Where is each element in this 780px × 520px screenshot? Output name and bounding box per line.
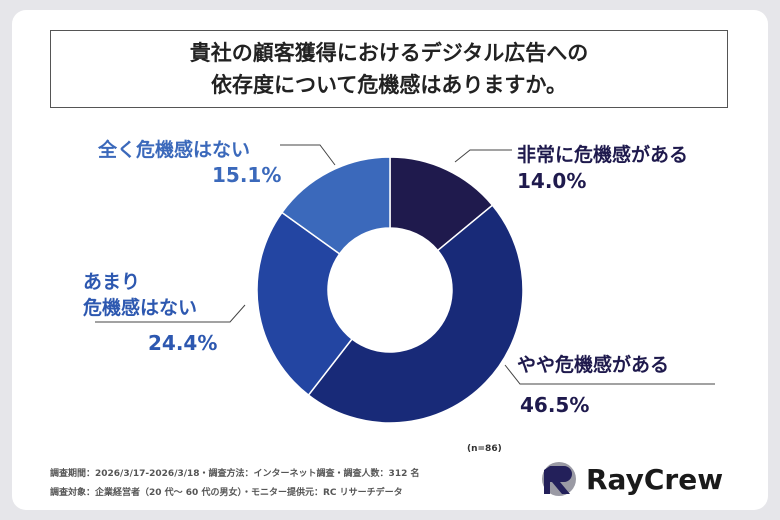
logo-text: RayCrew (586, 462, 724, 496)
title-line-1: 貴社の顧客獲得におけるデジタル広告への (189, 41, 589, 65)
card (12, 10, 768, 510)
donut-slice-2 (256, 211, 354, 397)
leader-line-2 (95, 304, 246, 323)
pct-not-at-all: 15.1% (212, 163, 282, 187)
leader-line-3 (280, 144, 336, 166)
leader-line-1 (504, 364, 715, 385)
footer-line-1: 調査期間：2026/3/17-2026/3/18・調査方法：インターネット調査・… (50, 469, 420, 479)
label-not-very-concerned: あまり 危機感はない (83, 271, 198, 319)
label-very-concerned: 非常に危機感がある (517, 144, 689, 166)
title-line-2: 依存度について危機感はありますか。 (211, 73, 567, 97)
footer-line-2: 調査対象：企業経営者（20 代～ 60 代の男女）・モニター提供元：RC リサー… (50, 488, 403, 498)
sample-size: (n=86) (467, 444, 502, 454)
label-not-at-all: 全く危機感はない (98, 139, 251, 161)
label-somewhat-concerned: やや危機感がある (517, 354, 670, 376)
pct-not-very-concerned: 24.4% (148, 331, 218, 355)
donut-slice-3 (280, 156, 391, 255)
logo-mark-icon (542, 462, 576, 496)
pct-very-concerned: 14.0% (517, 169, 587, 193)
chart-title: 貴社の顧客獲得におけるデジタル広告への 依存度について危機感はありますか。 (50, 30, 728, 108)
raycrew-logo: RayCrew (540, 460, 723, 498)
pct-somewhat-concerned: 46.5% (520, 393, 590, 417)
donut-slice-1 (307, 204, 524, 424)
leader-line-0 (454, 149, 512, 163)
